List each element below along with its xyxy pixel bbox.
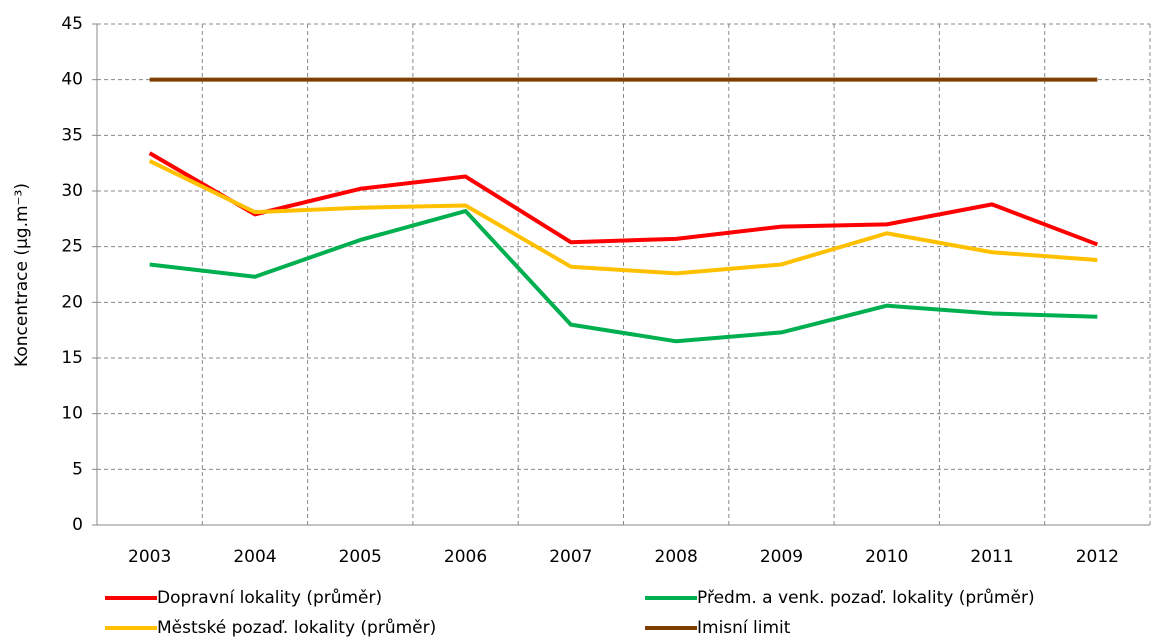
y-tick-label: 45 bbox=[61, 14, 83, 34]
x-tick-label: 2004 bbox=[233, 547, 276, 567]
x-tick-label: 2007 bbox=[549, 547, 592, 567]
y-tick-label: 30 bbox=[61, 181, 83, 201]
series-line bbox=[148, 151, 1099, 247]
x-tick-label: 2011 bbox=[970, 547, 1013, 567]
y-tick-label: 20 bbox=[61, 292, 83, 312]
x-tick-label: 2010 bbox=[865, 547, 908, 567]
legend-label: Předm. a venk. pozaď. lokality (průměr) bbox=[697, 588, 1035, 608]
y-tick-label: 10 bbox=[61, 404, 83, 424]
y-tick-label: 5 bbox=[72, 459, 83, 479]
y-tick-label: 0 bbox=[72, 515, 83, 535]
x-tick-label: 2006 bbox=[444, 547, 487, 567]
legend-label: Dopravní lokality (průměr) bbox=[157, 588, 382, 608]
x-tick-label: 2003 bbox=[128, 547, 171, 567]
x-tick-label: 2005 bbox=[339, 547, 382, 567]
series-line bbox=[149, 209, 1098, 344]
x-tick-label: 2009 bbox=[760, 547, 803, 567]
series-line bbox=[148, 159, 1098, 276]
y-axis-label: Koncentrace (µg.m⁻³) bbox=[12, 183, 32, 367]
y-tick-label: 15 bbox=[61, 348, 83, 368]
y-tick-label: 40 bbox=[61, 70, 83, 90]
y-tick-label: 25 bbox=[61, 237, 83, 257]
x-tick-label: 2008 bbox=[655, 547, 698, 567]
x-tick-label: 2012 bbox=[1076, 547, 1119, 567]
legend-label: Městské pozaď. lokality (průměr) bbox=[157, 618, 436, 638]
y-tick-label: 35 bbox=[61, 125, 83, 145]
legend-label: Imisní limit bbox=[697, 618, 791, 638]
